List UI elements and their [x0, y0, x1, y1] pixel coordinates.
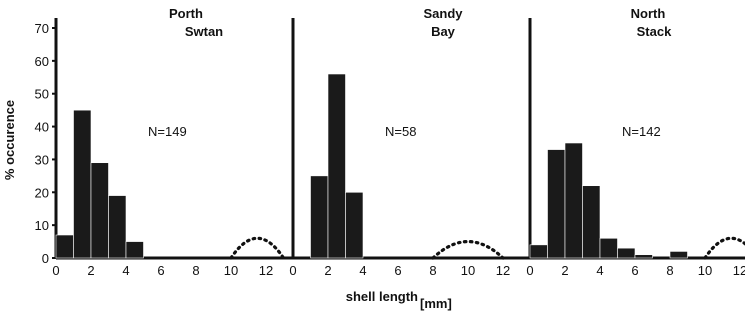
histogram-bar — [55, 234, 74, 259]
x-tick-label: 4 — [122, 263, 129, 278]
panel-n-label: N=58 — [385, 124, 416, 139]
histogram-bar — [108, 195, 127, 259]
x-tick-label: 4 — [359, 263, 366, 278]
x-tick-label: 6 — [631, 263, 638, 278]
x-tick-label: 6 — [157, 263, 164, 278]
histogram-bar — [547, 149, 566, 259]
y-tick-label: 30 — [35, 152, 49, 167]
y-tick-label: 60 — [35, 54, 49, 69]
histogram-bar — [599, 237, 618, 259]
panel-title-line: Swtan — [185, 24, 223, 39]
x-tick-label: 0 — [52, 263, 59, 278]
histogram-bar — [669, 251, 688, 259]
x-tick-label: 12 — [733, 263, 745, 278]
x-axis-unit: [mm] — [420, 296, 452, 311]
histogram-bar — [73, 109, 92, 259]
x-tick-label: 6 — [394, 263, 401, 278]
y-tick-label: 10 — [35, 218, 49, 233]
x-tick-label: 2 — [87, 263, 94, 278]
histogram-bar — [90, 162, 109, 259]
panel-title-line: Sandy — [423, 6, 463, 21]
panel-3: 0 2 4 6 8 10 12 North Stack N=142 — [526, 6, 745, 278]
histogram-bar — [634, 254, 653, 259]
x-tick-label: 10 — [461, 263, 475, 278]
dotted-curve — [229, 236, 286, 260]
panel-title-line: North — [631, 6, 666, 21]
x-tick-label: 0 — [526, 263, 533, 278]
dotted-curve — [703, 236, 745, 260]
histogram-bar — [310, 175, 329, 259]
panel-2: 0 2 4 6 8 10 12 Sandy Bay N=58 — [289, 6, 510, 278]
x-tick-label: 8 — [666, 263, 673, 278]
panel-n-label: N=149 — [148, 124, 187, 139]
panel-title-line: Stack — [637, 24, 672, 39]
y-tick-label: 0 — [42, 251, 49, 266]
x-tick-label: 8 — [429, 263, 436, 278]
y-tick-label: 70 — [35, 21, 49, 36]
dotted-curve — [431, 239, 505, 260]
x-tick-label: 2 — [561, 263, 568, 278]
y-tick-label: 50 — [35, 87, 49, 102]
histogram-bar — [617, 247, 636, 259]
y-tick-label: 20 — [35, 185, 49, 200]
x-tick-label: 12 — [496, 263, 510, 278]
x-tick-label: 10 — [698, 263, 712, 278]
x-tick-label: 10 — [224, 263, 238, 278]
x-tick-label: 8 — [192, 263, 199, 278]
histogram-bar — [564, 142, 583, 259]
y-tick-label: 40 — [35, 120, 49, 135]
x-axis-label: shell length — [346, 289, 418, 304]
x-tick-label: 0 — [289, 263, 296, 278]
x-tick-label: 12 — [259, 263, 273, 278]
panel-title-line: Bay — [431, 24, 456, 39]
histogram-bar — [125, 241, 144, 259]
histogram-bar — [345, 191, 364, 259]
x-tick-label: 4 — [596, 263, 603, 278]
histogram-bar — [327, 73, 346, 259]
histogram-bar — [529, 244, 548, 259]
y-axis-label: % occurence — [2, 100, 17, 180]
panel-1: 0 2 4 6 8 10 12 Porth Swtan N=149 — [52, 6, 286, 278]
panel-n-label: N=142 — [622, 124, 661, 139]
histogram-bar — [582, 185, 601, 259]
panel-title-line: Porth — [169, 6, 203, 21]
x-tick-label: 2 — [324, 263, 331, 278]
